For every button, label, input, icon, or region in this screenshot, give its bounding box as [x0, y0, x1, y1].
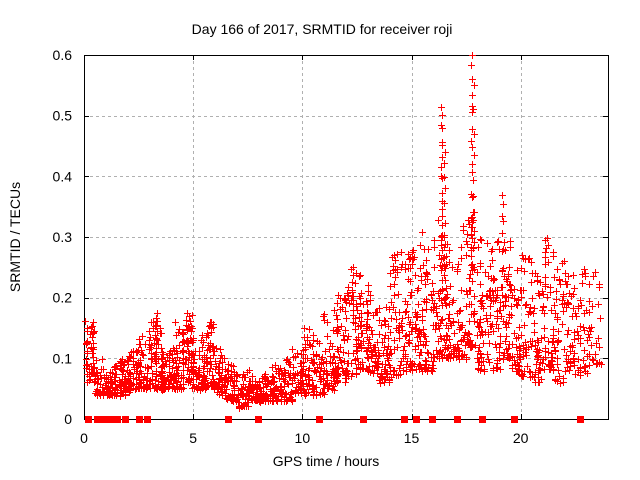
x-tick-label: 5 — [189, 430, 197, 446]
x-tick-label: 20 — [513, 430, 529, 446]
y-tick-label: 0.4 — [53, 168, 73, 184]
y-tick-label: 0 — [64, 411, 72, 427]
data-points — [82, 52, 605, 423]
grid-lines — [84, 55, 608, 419]
srmtid-plus-markers — [82, 52, 605, 412]
y-tick-label: 0.3 — [53, 229, 73, 245]
y-tick-label: 0.6 — [53, 47, 73, 63]
x-axis-title: GPS time / hours — [273, 453, 380, 469]
y-tick-label: 0.2 — [53, 290, 73, 306]
y-tick-label: 0.1 — [53, 350, 73, 366]
x-tick-label: 10 — [295, 430, 311, 446]
baseline-square-markers — [85, 416, 584, 423]
chart-title: Day 166 of 2017, SRMTID for receiver roj… — [192, 21, 453, 37]
grid-line-path — [84, 55, 608, 419]
x-tick-label: 0 — [80, 430, 88, 446]
axis-tick-labels: 0 5 10 15 20 0 0.1 0.2 0.3 0.4 0.5 0.6 — [53, 47, 529, 446]
y-axis-title: SRMTID / TECUs — [7, 182, 23, 292]
y-tick-label: 0.5 — [53, 108, 73, 124]
x-tick-label: 15 — [404, 430, 420, 446]
